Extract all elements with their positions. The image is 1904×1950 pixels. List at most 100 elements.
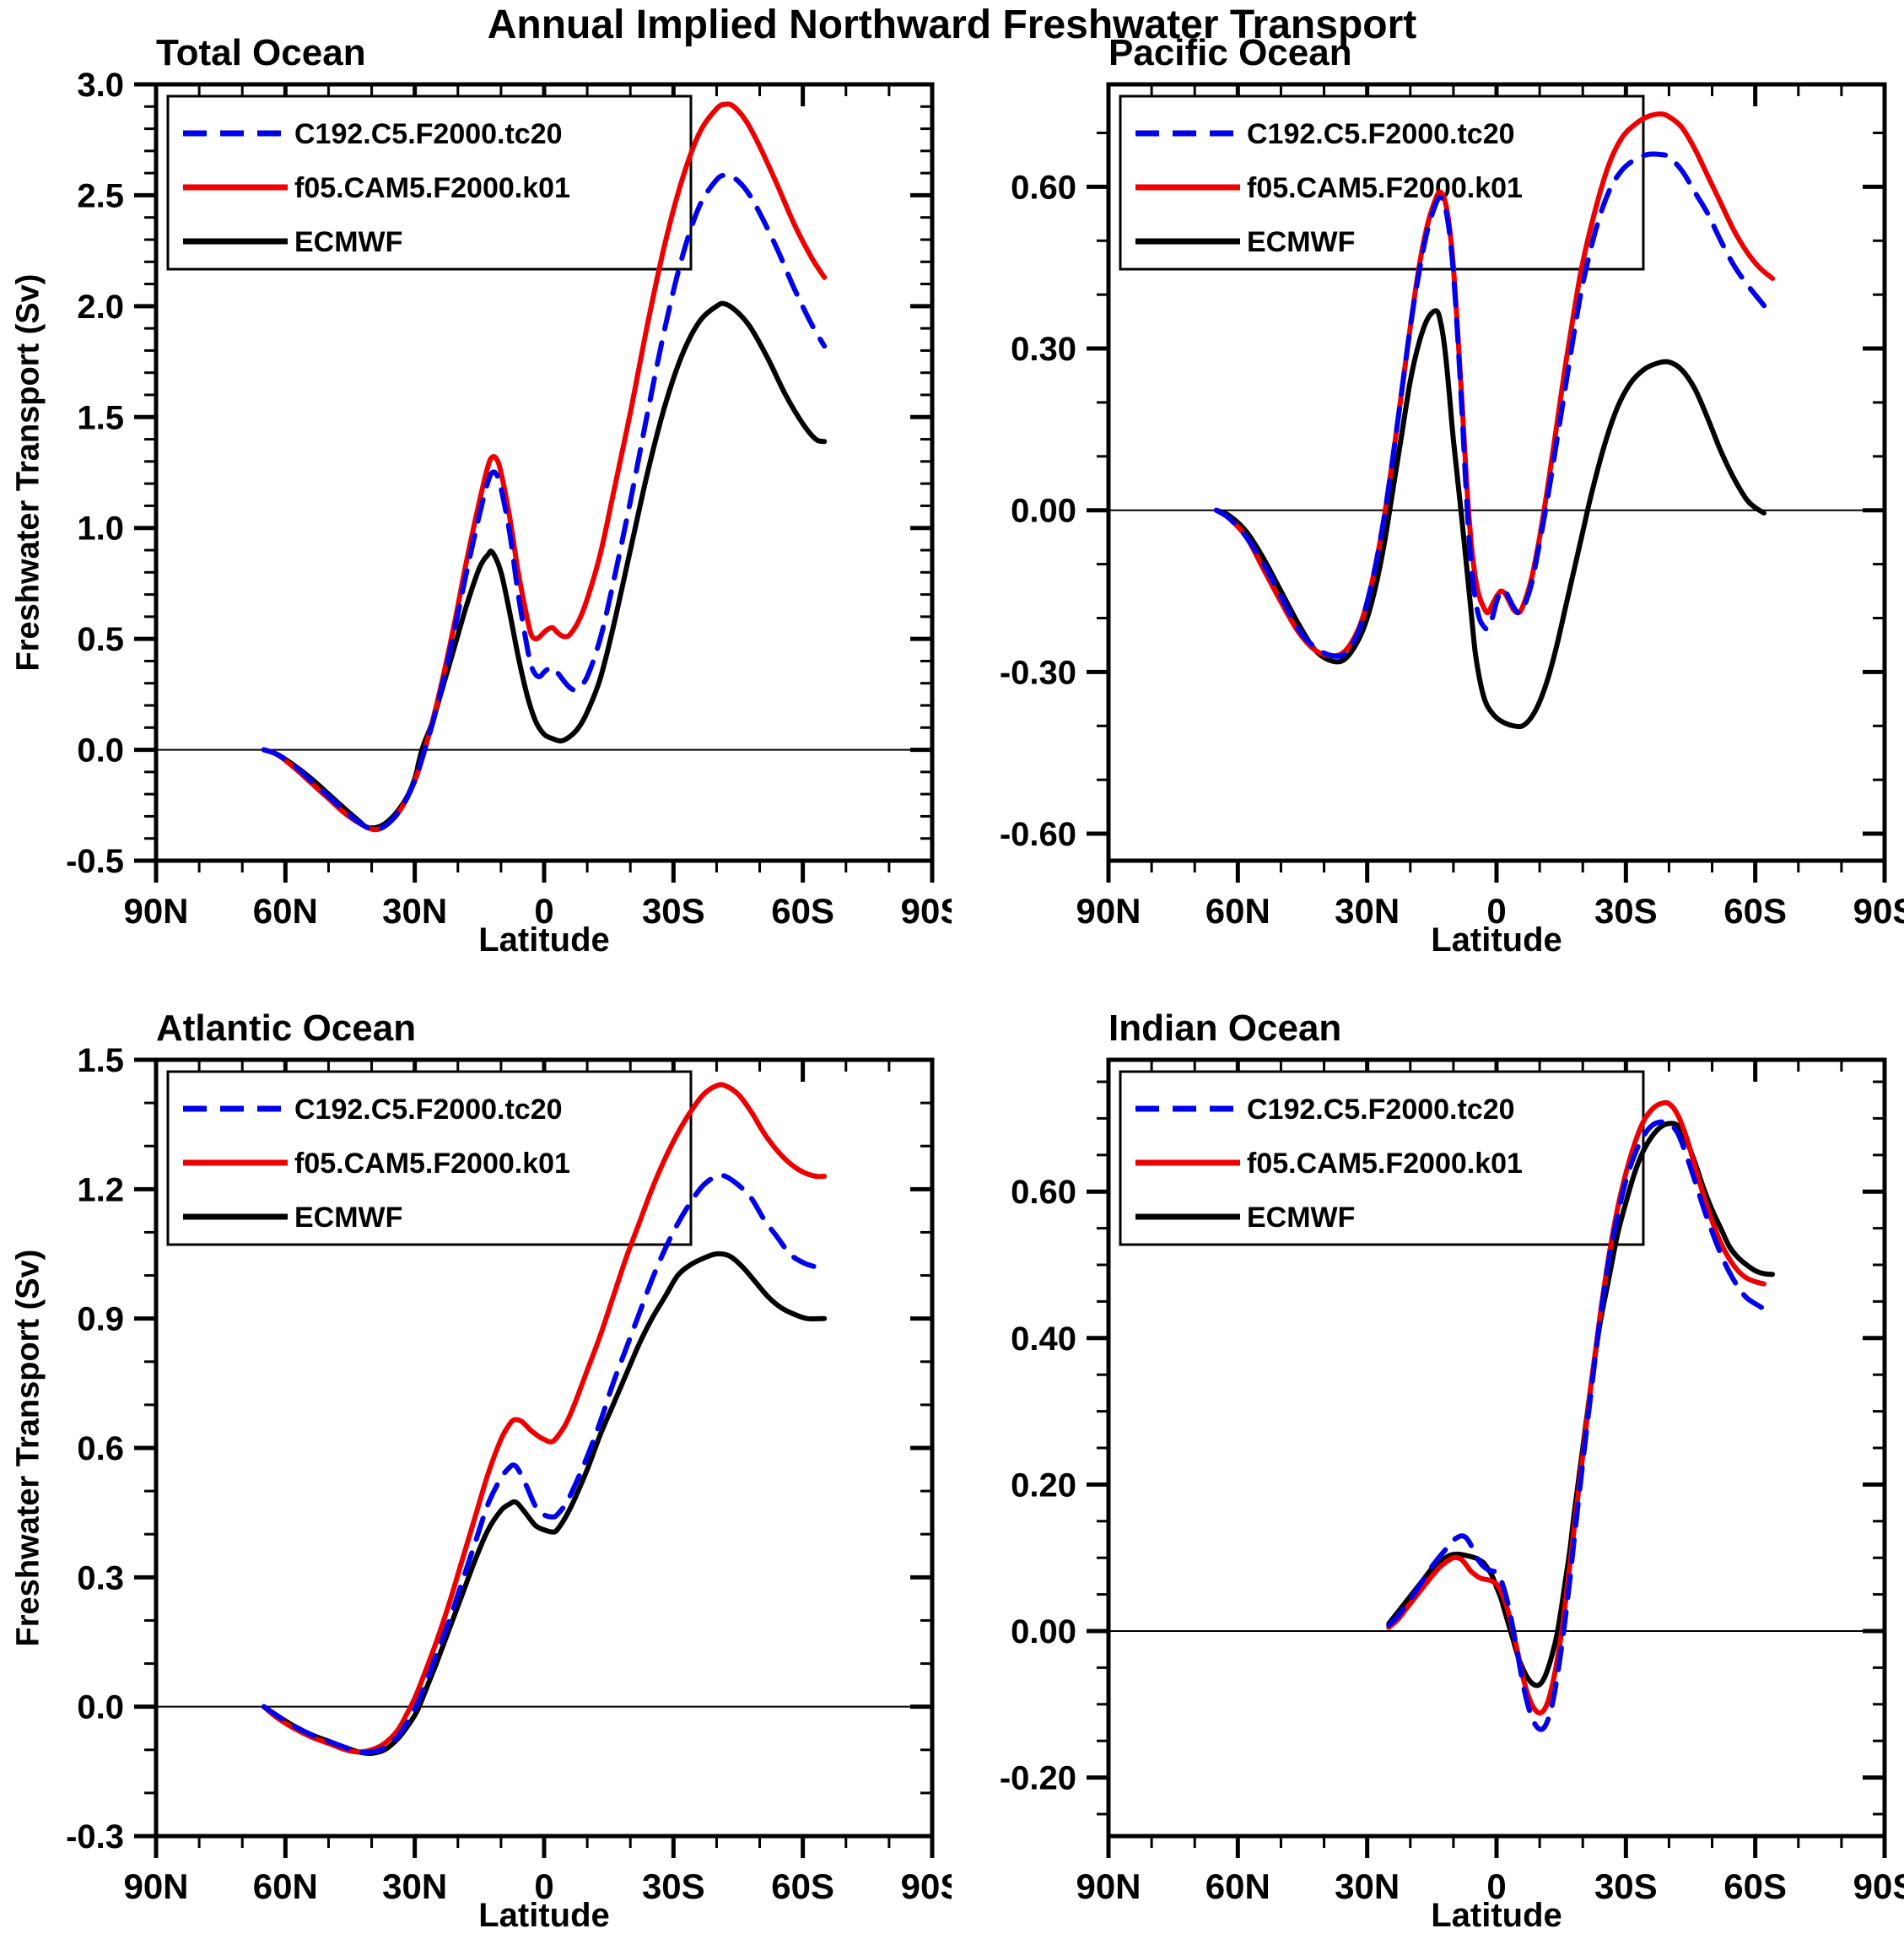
x-tick-label: 60S (771, 1866, 834, 1906)
y-tick-label: 0.0 (77, 1689, 124, 1726)
panel-pacific-ocean: Pacific Ocean 90N 60N 30N 0 30S 60S 90S 0.60 0.3… (952, 0, 1904, 975)
legend-label-f05: f05.CAM5.F2000.k01 (1247, 1148, 1523, 1180)
series-c192-line (1213, 151, 1776, 659)
x-tick-label: 60N (253, 891, 318, 931)
legend: C192.C5.F2000.tc20 f05.CAM5.F2000.k01 ECMW… (166, 95, 693, 271)
y-tick-label: 0.5 (77, 621, 124, 658)
series-f05-line (1386, 1099, 1766, 1716)
panel-title: Indian Ocean (1108, 1007, 1342, 1049)
x-axis-label: Latitude (478, 921, 610, 959)
y-tick-label: 0.30 (1011, 331, 1076, 368)
x-tick-label: 60N (1206, 1866, 1270, 1906)
plot-border (1106, 1057, 1887, 1839)
legend-label-ecmwf: ECMWF (294, 226, 402, 258)
plot-atlantic-ocean: 90N 60N 30N 0 30S 60S 90S 1.5 1.2 0.9 0.6 0.3 0.0 -0.… (66, 1042, 952, 1906)
x-axis-label: Latitude (1431, 1897, 1562, 1934)
y-tick-label: 0.9 (77, 1301, 124, 1338)
legend-label-ecmwf: ECMWF (1247, 226, 1355, 258)
legend-label-c192: C192.C5.F2000.tc20 (1247, 118, 1515, 150)
x-tick-label: 30N (382, 1866, 447, 1906)
y-tick-label: 0.00 (1011, 493, 1076, 530)
series-c192-line (1386, 1119, 1766, 1732)
legend-label-c192: C192.C5.F2000.tc20 (294, 118, 563, 150)
series-ecmwf-line (261, 1250, 828, 1756)
legend-label-f05: f05.CAM5.F2000.k01 (294, 172, 570, 204)
y-tick-label: -0.30 (1000, 654, 1076, 691)
axis-ticks: 90N 60N 30N 0 30S 60S 90S 0.60 0.40 0.20 0.00 -0.20 (1000, 1060, 1904, 1906)
legend: C192.C5.F2000.tc20 f05.CAM5.F2000.k01 ECMW… (1119, 1070, 1645, 1246)
panel-total-ocean: Total Ocean Freshwater Transport (Sv) 90… (0, 0, 952, 975)
panel-indian-ocean: Indian Ocean 90N 60N 30N 0 30S 60S 90S 0.60 0.40… (952, 975, 1904, 1950)
series-c192-line (261, 172, 828, 833)
x-tick-label: 90S (1853, 891, 1904, 931)
x-axis-label: Latitude (1431, 921, 1562, 959)
y-tick-label: 0.60 (1011, 1174, 1076, 1211)
y-tick-label: 0.0 (77, 732, 124, 770)
x-tick-label: 30N (382, 891, 447, 931)
x-tick-label: 60S (1723, 1866, 1787, 1906)
x-tick-label: 30S (642, 891, 705, 931)
legend-label-f05: f05.CAM5.F2000.k01 (294, 1148, 570, 1180)
x-tick-label: 0 (1486, 891, 1506, 931)
figure-title: Annual Implied Northward Freshwater Tran… (487, 3, 1417, 47)
y-tick-label: 0.3 (77, 1559, 124, 1596)
x-tick-label: 0 (1486, 1866, 1506, 1906)
x-tick-label: 30S (1594, 1866, 1658, 1906)
x-tick-label: 90S (1853, 1866, 1904, 1906)
x-tick-label: 60N (1206, 891, 1270, 931)
y-tick-label: 2.0 (77, 289, 124, 326)
series-c192-line (261, 1172, 828, 1755)
x-tick-label: 90N (123, 1866, 188, 1906)
y-tick-label: -0.5 (66, 843, 124, 880)
legend: C192.C5.F2000.tc20 f05.CAM5.F2000.k01 ECMW… (1119, 95, 1645, 271)
plot-pacific-ocean: 90N 60N 30N 0 30S 60S 90S 0.60 0.30 0.00 -0.30 -0.6… (1000, 82, 1904, 931)
x-tick-label: 0 (534, 1866, 553, 1906)
y-tick-label: 1.5 (77, 1042, 124, 1079)
x-tick-label: 30N (1335, 891, 1400, 931)
legend: C192.C5.F2000.tc20 f05.CAM5.F2000.k01 ECMW… (166, 1070, 693, 1246)
legend-label-ecmwf: ECMWF (294, 1202, 402, 1234)
series-f05-line (261, 1082, 828, 1755)
y-tick-label: 2.5 (77, 177, 124, 214)
x-tick-label: 60S (771, 891, 834, 931)
panel-title: Atlantic Ocean (156, 1007, 417, 1049)
x-tick-label: 30N (1335, 1866, 1400, 1906)
plot-total-ocean: 90N 60N 30N 0 30S 60S 90S 3.0 2.5 2.0 1.5 1.0 0.5 0.0… (66, 67, 952, 931)
legend-label-c192: C192.C5.F2000.tc20 (1247, 1094, 1515, 1126)
x-tick-label: 0 (534, 891, 553, 931)
x-tick-label: 30S (642, 1866, 705, 1906)
plot-indian-ocean: 90N 60N 30N 0 30S 60S 90S 0.60 0.40 0.20 0.00 -0.20… (1000, 1057, 1904, 1906)
x-tick-label: 90N (1076, 891, 1141, 931)
legend-label-c192: C192.C5.F2000.tc20 (294, 1094, 563, 1126)
y-tick-label: 1.5 (77, 399, 124, 436)
y-tick-label: 0.40 (1011, 1321, 1076, 1358)
y-tick-label: 1.0 (77, 510, 124, 548)
plot-border (1106, 82, 1887, 863)
legend-label-ecmwf: ECMWF (1247, 1202, 1355, 1234)
plot-border (154, 1057, 935, 1839)
y-tick-label: 0.20 (1011, 1467, 1076, 1504)
y-tick-label: 0.60 (1011, 169, 1076, 206)
panel-title: Total Ocean (156, 32, 366, 73)
x-tick-label: 90S (901, 891, 952, 931)
axis-ticks: 90N 60N 30N 0 30S 60S 90S 0.60 0.30 0.00 -0.30 -0.6… (1000, 84, 1904, 931)
y-tick-label: 0.00 (1011, 1613, 1076, 1650)
y-tick-label: -0.3 (66, 1818, 124, 1855)
panel-title: Pacific Ocean (1108, 32, 1352, 73)
y-tick-label: 1.2 (77, 1171, 124, 1208)
y-tick-label: -0.20 (1000, 1760, 1076, 1797)
x-tick-label: 60S (1723, 891, 1787, 931)
panel-atlantic-ocean: Atlantic Ocean Freshwater Transport (Sv)… (0, 975, 952, 1950)
y-tick-label: 3.0 (77, 67, 124, 104)
x-tick-label: 90N (123, 891, 188, 931)
y-tick-label: -0.60 (1000, 816, 1076, 853)
series-ecmwf-line (1213, 308, 1766, 730)
legend-label-f05: f05.CAM5.F2000.k01 (1247, 172, 1523, 204)
y-tick-label: 0.6 (77, 1430, 124, 1467)
x-tick-label: 90S (901, 1866, 952, 1906)
plot-border (154, 82, 935, 863)
x-tick-label: 30S (1594, 891, 1658, 931)
x-axis-label: Latitude (478, 1897, 610, 1934)
x-tick-label: 60N (253, 1866, 318, 1906)
